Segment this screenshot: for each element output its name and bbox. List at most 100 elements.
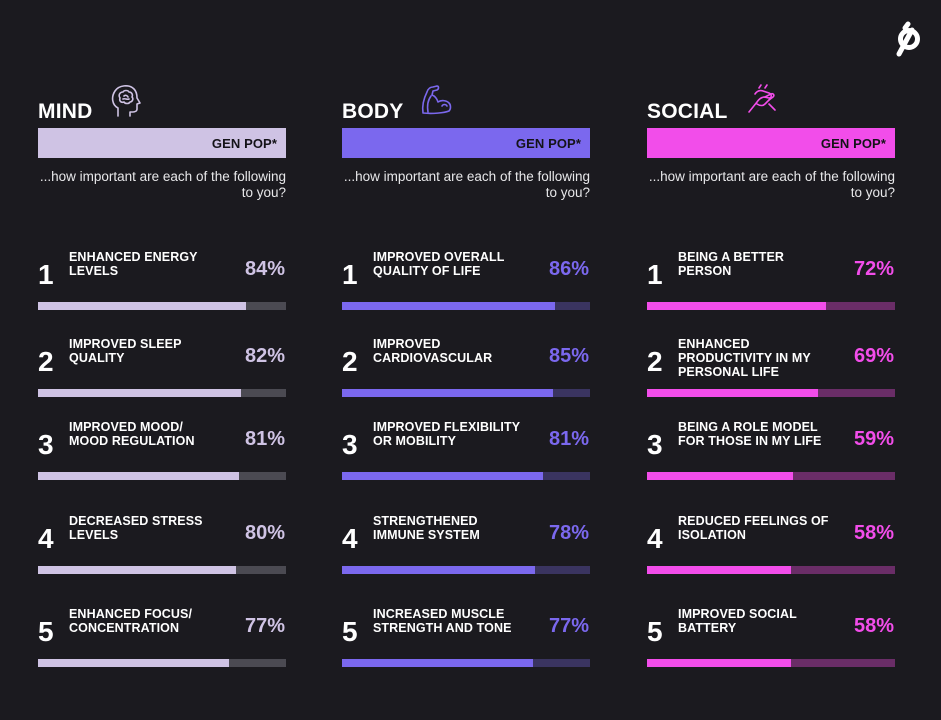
mind-item-5: 5 ENHANCED FOCUS/ CONCENTRATION 77% [38, 607, 286, 667]
bar [38, 566, 236, 574]
category-label: IMPROVED OVERALL QUALITY OF LIFE [373, 250, 505, 278]
category-label: BEING A BETTER PERSON [678, 250, 785, 278]
category-label: DECREASED STRESS LEVELS [69, 514, 203, 542]
bar [647, 302, 826, 310]
bar-track [647, 659, 895, 667]
bar-track [342, 302, 590, 310]
rank-number: 4 [38, 523, 54, 554]
category-label: ENHANCED ENERGY LEVELS [69, 250, 198, 278]
rank-number: 4 [647, 523, 663, 554]
value-label: 69% [853, 345, 894, 367]
brain-head-icon [111, 85, 141, 117]
value-label: 86% [548, 258, 589, 280]
bar-track [38, 659, 286, 667]
mind-item-2: 2 IMPROVED SLEEP QUALITY 82% [38, 337, 286, 397]
bar [342, 566, 535, 574]
mind-header: MIND [38, 82, 286, 128]
social-question: ...how important are each of the followi… [648, 169, 895, 200]
bar [342, 472, 543, 480]
value-label: 78% [548, 522, 589, 544]
body-title: BODY [342, 100, 404, 123]
body-item-2: 2 IMPROVED CARDIOVASCULAR 85% [342, 337, 590, 397]
value-label: 81% [244, 428, 285, 450]
bar [38, 302, 246, 310]
social-banner: GEN POP* [647, 128, 895, 158]
bar [342, 389, 553, 397]
social-item-2: 2 ENHANCED PRODUCTIVITY IN MY PERSONAL LI… [647, 337, 895, 397]
rank-number: 1 [38, 259, 54, 290]
social-title: SOCIAL [647, 100, 728, 123]
value-label: 77% [244, 615, 285, 637]
rank-number: 3 [38, 429, 54, 460]
body-question: ...how important are each of the followi… [343, 169, 590, 200]
bar [342, 302, 555, 310]
rank-number: 3 [342, 429, 358, 460]
social-item-5: 5 IMPROVED SOCIAL BATTERY 58% [647, 607, 895, 667]
rank-number: 5 [38, 616, 54, 647]
rank-number: 2 [342, 346, 358, 377]
social-header: SOCIAL [647, 82, 895, 128]
bar-track [38, 302, 286, 310]
mind-item-4: 4 DECREASED STRESS LEVELS 80% [38, 514, 286, 574]
value-label: 84% [244, 258, 285, 280]
rank-number: 1 [342, 259, 358, 290]
rank-number: 2 [38, 346, 54, 377]
value-label: 58% [853, 522, 894, 544]
social-item-4: 4 REDUCED FEELINGS OF ISOLATION 58% [647, 514, 895, 574]
rank-number: 5 [647, 616, 663, 647]
category-label: IMPROVED MOOD/ MOOD REGULATION [69, 420, 195, 448]
body-column: BODY GEN POP* ...how important are each … [342, 82, 590, 667]
value-label: 80% [244, 522, 285, 544]
category-label: ENHANCED FOCUS/ CONCENTRATION [69, 607, 193, 635]
value-label: 59% [853, 428, 894, 450]
bar-track [38, 472, 286, 480]
category-label: STRENGTHENED IMMUNE SYSTEM [373, 514, 480, 542]
value-label: 81% [548, 428, 589, 450]
flexed-arm-icon [421, 85, 452, 115]
bar [38, 389, 241, 397]
bar-track [38, 389, 286, 397]
bar-track [342, 566, 590, 574]
category-label: BEING A ROLE MODEL FOR THOSE IN MY LIFE [678, 420, 822, 448]
mind-item-3: 3 IMPROVED MOOD/ MOOD REGULATION 81% [38, 420, 286, 480]
rank-number: 4 [342, 523, 358, 554]
mind-column: MIND GEN POP* ...how important are each … [38, 82, 286, 667]
bar-track [647, 389, 895, 397]
social-item-1: 1 BEING A BETTER PERSON 72% [647, 250, 895, 310]
category-label: IMPROVED SLEEP QUALITY [69, 337, 182, 365]
rank-number: 5 [342, 616, 358, 647]
mind-question: ...how important are each of the followi… [39, 169, 286, 200]
bar [647, 659, 791, 667]
category-label: IMPROVED SOCIAL BATTERY [678, 607, 797, 635]
bar-track [342, 389, 590, 397]
value-label: 85% [548, 345, 589, 367]
body-item-1: 1 IMPROVED OVERALL QUALITY OF LIFE 86% [342, 250, 590, 310]
rank-number: 1 [647, 259, 663, 290]
bar [342, 659, 533, 667]
bar-track [647, 472, 895, 480]
social-item-3: 3 BEING A ROLE MODEL FOR THOSE IN MY LIFE… [647, 420, 895, 480]
value-label: 58% [853, 615, 894, 637]
bar-track [647, 566, 895, 574]
bar [647, 389, 818, 397]
category-label: INCREASED MUSCLE STRENGTH AND TONE [373, 607, 512, 635]
bar [38, 472, 239, 480]
body-banner: GEN POP* [342, 128, 590, 158]
value-label: 72% [853, 258, 894, 280]
value-label: 77% [548, 615, 589, 637]
bar-track [647, 302, 895, 310]
body-item-5: 5 INCREASED MUSCLE STRENGTH AND TONE 77% [342, 607, 590, 667]
mind-item-1: 1 ENHANCED ENERGY LEVELS 84% [38, 250, 286, 310]
rank-number: 2 [647, 346, 663, 377]
category-label: ENHANCED PRODUCTIVITY IN MY PERSONAL LIF… [678, 337, 811, 379]
bar [38, 659, 229, 667]
category-label: IMPROVED FLEXIBILITY OR MOBILITY [373, 420, 520, 448]
bar [647, 472, 793, 480]
bar-track [342, 472, 590, 480]
bar [647, 566, 791, 574]
social-column: SOCIAL GEN POP* ...how important are eac… [647, 82, 895, 667]
peloton-logo-icon [896, 21, 920, 57]
bar-track [342, 659, 590, 667]
bar-track [38, 566, 286, 574]
rank-number: 3 [647, 429, 663, 460]
